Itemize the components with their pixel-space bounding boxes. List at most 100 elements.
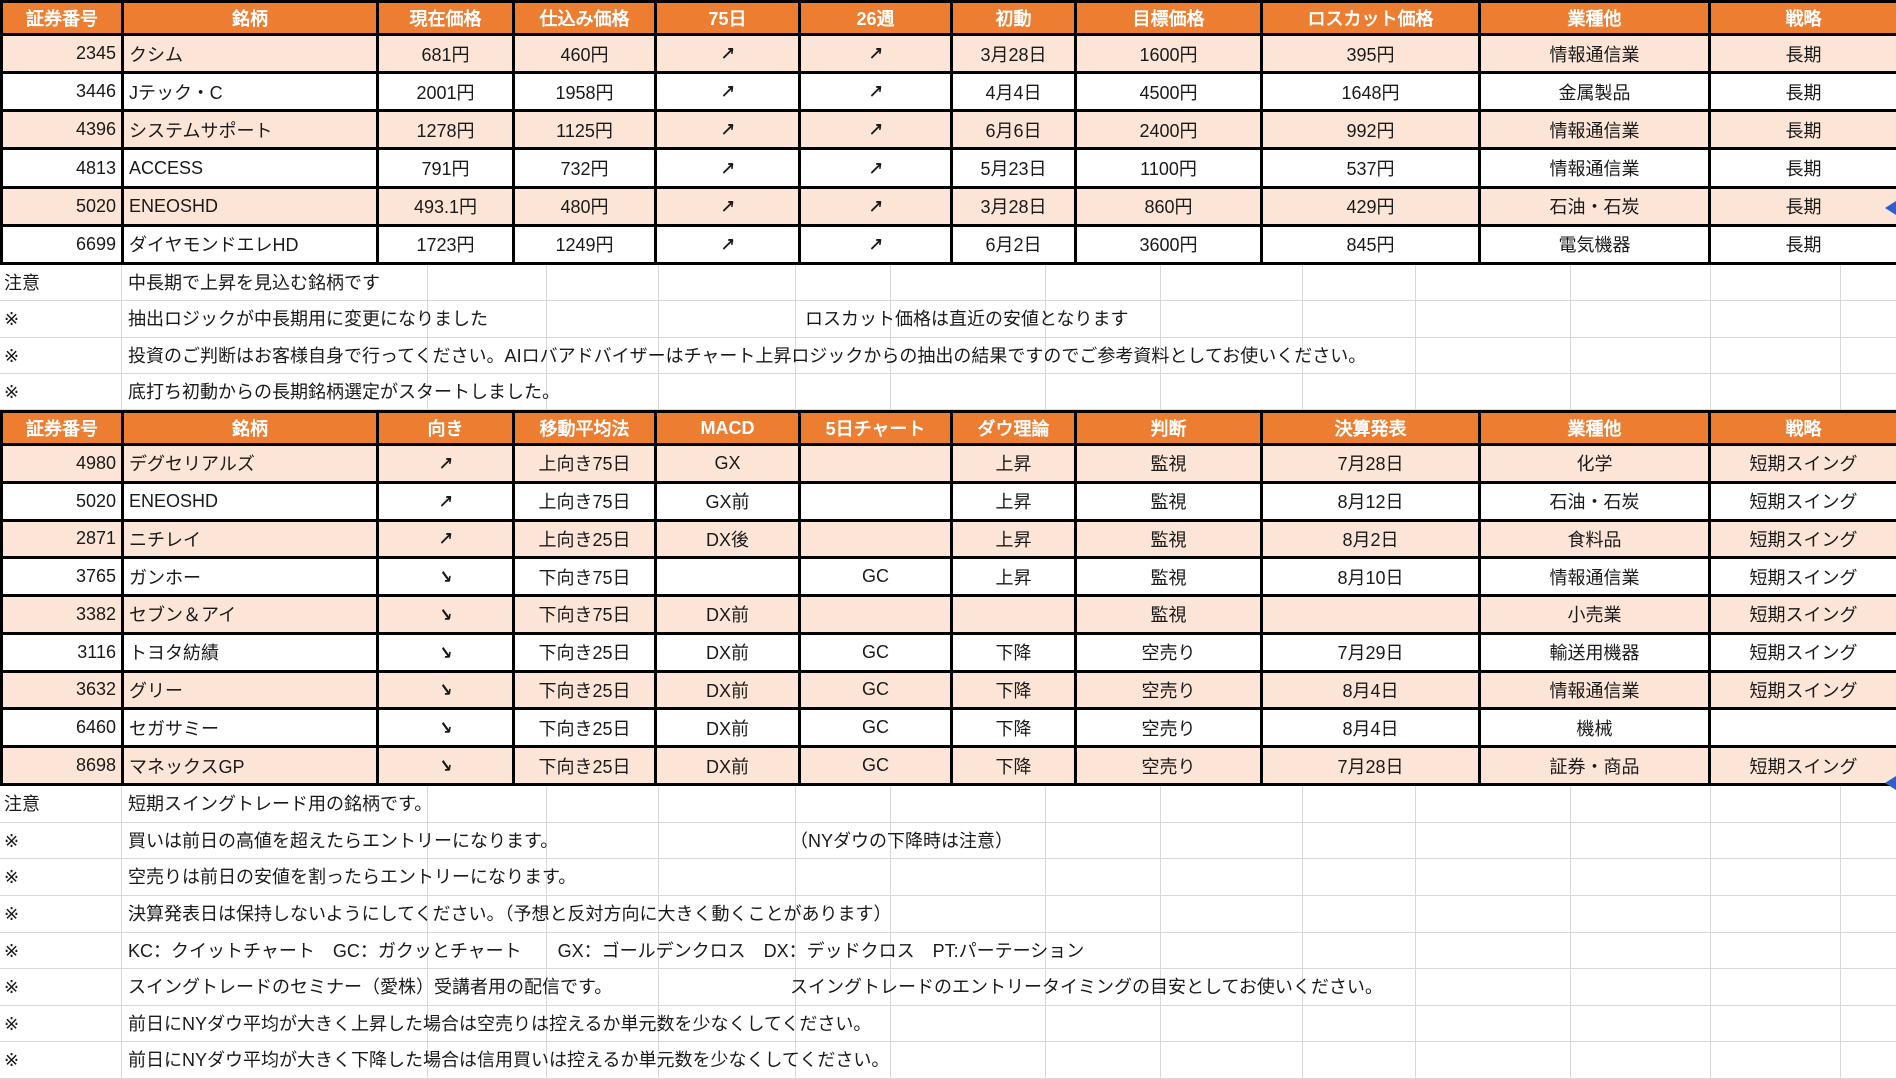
strategy-cell[interactable]	[1708, 707, 1896, 749]
industry-header[interactable]: 業種他	[1478, 0, 1711, 36]
strategy-cell[interactable]: 短期スイング	[1708, 594, 1896, 635]
moving-average-cell[interactable]: 上向き75日	[512, 443, 657, 484]
note-marker[interactable]: 注意	[4, 794, 40, 814]
stock-code-header[interactable]: 証券番号	[0, 0, 124, 36]
industry-cell[interactable]: 機械	[1478, 707, 1711, 749]
stock-name-cell[interactable]: ダイヤモンドエレHD	[121, 223, 379, 266]
judgment-cell[interactable]: 監視	[1074, 480, 1263, 522]
dow-theory-cell[interactable]: 上昇	[950, 518, 1077, 560]
stock-name-cell[interactable]: トヨタ紡績	[121, 631, 379, 673]
loss-cut-price-cell[interactable]: 537円	[1260, 147, 1481, 189]
dow-theory-cell[interactable]: 上昇	[950, 443, 1077, 484]
trend-26week-cell[interactable]: ↗	[798, 147, 953, 189]
dow-theory-cell[interactable]: 上昇	[950, 556, 1077, 598]
stock-name-header[interactable]: 銘柄	[121, 0, 379, 36]
moving-average-cell[interactable]: 下向き25日	[512, 707, 657, 749]
stock-code-cell[interactable]: 3632	[0, 669, 124, 711]
note-text-secondary[interactable]: （NYダウの下降時は注意）	[790, 831, 1014, 851]
moving-average-cell[interactable]: 下向き75日	[512, 556, 657, 598]
initial-move-date-cell[interactable]: 3月28日	[950, 185, 1077, 227]
5day-chart-cell[interactable]: GC	[798, 631, 953, 673]
stock-code-cell[interactable]: 4813	[0, 147, 124, 189]
stock-name-cell[interactable]: ENEOSHD	[121, 480, 379, 522]
target-price-cell[interactable]: 2400円	[1074, 109, 1263, 151]
note-marker[interactable]: ※	[4, 309, 20, 329]
direction-cell[interactable]: ↘	[376, 669, 515, 711]
moving-average-cell[interactable]: 下向き25日	[512, 631, 657, 673]
industry-cell[interactable]: 食料品	[1478, 518, 1711, 560]
5day-chart-cell[interactable]: GC	[798, 707, 953, 749]
macd-cell[interactable]: GX	[654, 443, 801, 484]
entry-price-cell[interactable]: 1125円	[512, 109, 657, 151]
industry-cell[interactable]: 化学	[1478, 443, 1711, 484]
judgment-cell[interactable]: 空売り	[1074, 631, 1263, 673]
judgment-cell[interactable]: 監視	[1074, 556, 1263, 598]
stock-name-cell[interactable]: セブン＆アイ	[121, 594, 379, 635]
earnings-date-cell[interactable]: 8月10日	[1260, 556, 1481, 598]
note-text[interactable]: 決算発表日は保持しないようにしてください。（予想と反対方向に大きく動くことがあり…	[128, 904, 892, 924]
stock-name-cell[interactable]: Jテック・C	[121, 71, 379, 113]
stock-name-cell[interactable]: デグセリアルズ	[121, 443, 379, 484]
loss-cut-price-cell[interactable]: 395円	[1260, 32, 1481, 75]
industry-cell[interactable]: 情報通信業	[1478, 147, 1711, 189]
note-marker[interactable]: ※	[4, 867, 20, 887]
dow-theory-cell[interactable]: 下降	[950, 631, 1077, 673]
earnings-date-cell[interactable]	[1260, 594, 1481, 635]
5day-chart-cell[interactable]: GC	[798, 556, 953, 598]
strategy-cell[interactable]: 短期スイング	[1708, 556, 1896, 598]
strategy-header[interactable]: 戦略	[1708, 410, 1896, 446]
direction-cell[interactable]: ↘	[376, 594, 515, 635]
trend-75day-cell[interactable]: ↗	[654, 147, 801, 189]
5day-chart-cell[interactable]	[798, 480, 953, 522]
note-marker[interactable]: 注意	[4, 273, 40, 293]
trend-26week-cell[interactable]: ↗	[798, 109, 953, 151]
trend-75day-cell[interactable]: ↗	[654, 223, 801, 266]
industry-cell[interactable]: 情報通信業	[1478, 32, 1711, 75]
judgment-cell[interactable]: 空売り	[1074, 669, 1263, 711]
target-price-cell[interactable]: 860円	[1074, 185, 1263, 227]
note-text[interactable]: 投資のご判断はお客様自身で行ってください。AIロバアドバイザーはチャート上昇ロジ…	[128, 346, 1367, 366]
macd-cell[interactable]: DX前	[654, 707, 801, 749]
entry-price-header[interactable]: 仕込み価格	[512, 0, 657, 36]
dow-theory-cell[interactable]: 下降	[950, 707, 1077, 749]
direction-cell[interactable]: ↗	[376, 518, 515, 560]
stock-code-cell[interactable]: 3116	[0, 631, 124, 673]
industry-cell[interactable]: 輸送用機器	[1478, 631, 1711, 673]
note-text[interactable]: スイングトレードのセミナー（愛株）受講者用の配信です。	[128, 977, 613, 997]
trend-26week-cell[interactable]: ↗	[798, 32, 953, 75]
5day-chart-cell[interactable]	[798, 518, 953, 560]
direction-cell[interactable]: ↘	[376, 745, 515, 786]
note-text[interactable]: 前日にNYダウ平均が大きく下降した場合は信用買いは控えるか単元数を少なくしてくだ…	[128, 1050, 890, 1070]
direction-cell[interactable]: ↘	[376, 556, 515, 598]
moving-average-cell[interactable]: 下向き75日	[512, 594, 657, 635]
stock-name-cell[interactable]: マネックスGP	[121, 745, 379, 786]
industry-cell[interactable]: 小売業	[1478, 594, 1711, 635]
trend-75day-cell[interactable]: ↗	[654, 185, 801, 227]
macd-cell[interactable]	[654, 556, 801, 598]
trend-75day-header[interactable]: 75日	[654, 0, 801, 36]
strategy-cell[interactable]: 短期スイング	[1708, 669, 1896, 711]
dow-theory-cell[interactable]: 下降	[950, 745, 1077, 786]
stock-name-header[interactable]: 銘柄	[121, 410, 379, 446]
initial-move-date-header[interactable]: 初動	[950, 0, 1077, 36]
current-price-cell[interactable]: 2001円	[376, 71, 515, 113]
5day-chart-cell[interactable]: GC	[798, 745, 953, 786]
target-price-cell[interactable]: 3600円	[1074, 223, 1263, 266]
note-marker[interactable]: ※	[4, 382, 20, 402]
stock-code-cell[interactable]: 8698	[0, 745, 124, 786]
earnings-date-cell[interactable]: 8月4日	[1260, 669, 1481, 711]
strategy-cell[interactable]: 長期	[1708, 32, 1896, 75]
direction-header[interactable]: 向き	[376, 410, 515, 446]
strategy-cell[interactable]: 長期	[1708, 147, 1896, 189]
note-marker[interactable]: ※	[4, 904, 20, 924]
target-price-header[interactable]: 目標価格	[1074, 0, 1263, 36]
dow-theory-cell[interactable]: 下降	[950, 669, 1077, 711]
entry-price-cell[interactable]: 480円	[512, 185, 657, 227]
note-text[interactable]: 中長期で上昇を見込む銘柄です	[128, 273, 380, 293]
entry-price-cell[interactable]: 1958円	[512, 71, 657, 113]
earnings-date-cell[interactable]: 7月28日	[1260, 443, 1481, 484]
moving-average-cell[interactable]: 下向き25日	[512, 745, 657, 786]
judgment-cell[interactable]: 空売り	[1074, 745, 1263, 786]
earnings-date-cell[interactable]: 8月2日	[1260, 518, 1481, 560]
direction-cell[interactable]: ↗	[376, 443, 515, 484]
